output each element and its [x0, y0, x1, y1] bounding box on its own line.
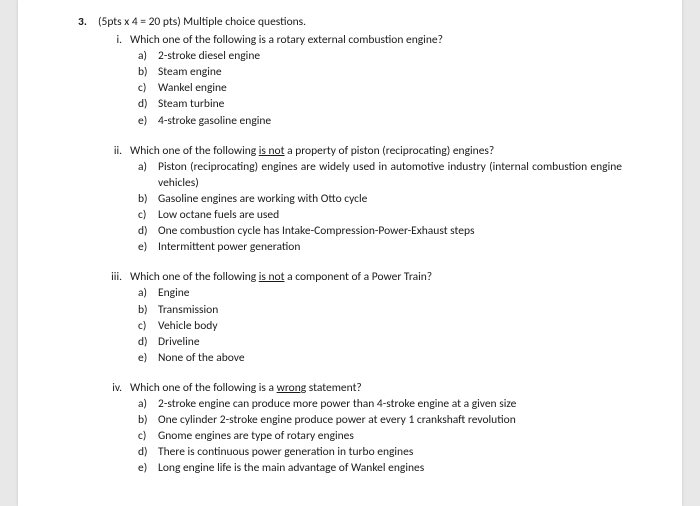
options-list: a)Piston (reciprocating) engines are wid…	[138, 159, 622, 256]
sub-question-i: i. Which one of the following is a rotar…	[106, 32, 622, 129]
option-b: b)Transmission	[138, 302, 622, 318]
option-d: d)Steam turbine	[138, 96, 622, 112]
question-main: 3. (5pts x 4 = 20 pts) Multiple choice q…	[78, 14, 622, 30]
option-e: e)4-stroke gasoline engine	[138, 113, 622, 129]
options-list: a)2-stroke engine can produce more power…	[138, 396, 622, 476]
sub-question-iii: iii. Which one of the following is not a…	[106, 269, 622, 366]
sub-stem: Which one of the following is not a comp…	[130, 269, 622, 285]
underlined-text: wrong	[277, 381, 307, 395]
option-a: a)Engine	[138, 285, 622, 301]
option-c: c)Wankel engine	[138, 80, 622, 96]
option-c: c)Low octane fuels are used	[138, 207, 622, 223]
sub-number: ii.	[106, 143, 130, 159]
sub-stem: Which one of the following is a wrong st…	[130, 380, 622, 396]
option-a: a)Piston (reciprocating) engines are wid…	[138, 159, 622, 191]
sub-stem: Which one of the following is a rotary e…	[130, 32, 622, 48]
option-a: a)2-stroke diesel engine	[138, 48, 622, 64]
main-number: 3.	[78, 14, 98, 30]
option-e: e)Long engine life is the main advantage…	[138, 460, 622, 476]
option-e: e)None of the above	[138, 350, 622, 366]
sub-number: i.	[106, 32, 130, 48]
document-page: 3. (5pts x 4 = 20 pts) Multiple choice q…	[18, 0, 682, 506]
sub-stem: Which one of the following is not a prop…	[130, 143, 622, 159]
sub-question-iv: iv. Which one of the following is a wron…	[106, 380, 622, 477]
options-list: a)Engine b)Transmission c)Vehicle body d…	[138, 285, 622, 365]
sub-number: iii.	[106, 269, 130, 285]
main-heading: (5pts x 4 = 20 pts) Multiple choice ques…	[98, 14, 622, 30]
underlined-text: is not	[259, 144, 285, 158]
option-b: b)Steam engine	[138, 64, 622, 80]
sub-number: iv.	[106, 380, 130, 396]
option-b: b)Gasoline engines are working with Otto…	[138, 191, 622, 207]
options-list: a)2-stroke diesel engine b)Steam engine …	[138, 48, 622, 128]
sub-question-ii: ii. Which one of the following is not a …	[106, 143, 622, 256]
option-d: d)There is continuous power generation i…	[138, 444, 622, 460]
option-b: b)One cylinder 2-stroke engine produce p…	[138, 412, 622, 428]
option-d: d)Driveline	[138, 334, 622, 350]
option-e: e)Intermittent power generation	[138, 239, 622, 255]
option-c: c)Gnome engines are type of rotary engin…	[138, 428, 622, 444]
option-a: a)2-stroke engine can produce more power…	[138, 396, 622, 412]
option-c: c)Vehicle body	[138, 318, 622, 334]
underlined-text: is not	[259, 270, 285, 284]
option-d: d)One combustion cycle has Intake-Compre…	[138, 223, 622, 239]
